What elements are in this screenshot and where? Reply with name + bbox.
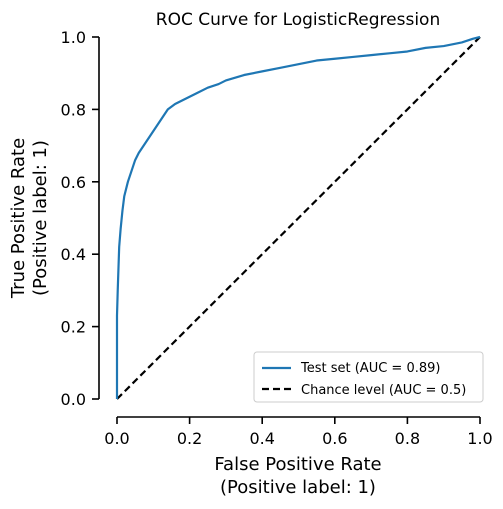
series-line-chance-level [116, 36, 481, 400]
x-tick-label: 0.2 [177, 429, 202, 448]
y-ticks: 0.0 0.2 0.4 0.6 0.8 1.0 [61, 28, 99, 409]
y-tick-label: 0.2 [61, 318, 86, 337]
x-tick-label: 1.0 [467, 429, 492, 448]
legend: Test set (AUC = 0.89) Chance level (AUC … [253, 351, 484, 403]
y-tick-label: 0.6 [61, 173, 86, 192]
legend-label-test-set: Test set (AUC = 0.89) [300, 361, 440, 376]
y-axis-label: True Positive Rate [8, 138, 29, 299]
x-tick-label: 0.4 [249, 429, 274, 448]
x-ticks: 0.0 0.2 0.4 0.6 0.8 1.0 [104, 417, 493, 448]
x-tick-label: 0.8 [395, 429, 420, 448]
plot-lines [115, 35, 481, 400]
x-tick-label: 0.0 [104, 429, 129, 448]
x-axis-label-sub: (Positive label: 1) [220, 477, 376, 498]
y-tick-label: 1.0 [61, 28, 86, 47]
y-axis-label-sub: (Positive label: 1) [30, 140, 51, 296]
y-tick-label: 0.4 [61, 245, 86, 264]
legend-box [253, 351, 484, 403]
y-tick-label: 0.0 [61, 390, 86, 409]
y-axis-label-group: True Positive Rate (Positive label: 1) [8, 138, 51, 299]
chart-title: ROC Curve for LogisticRegression [156, 10, 440, 30]
x-tick-label: 0.6 [322, 429, 347, 448]
series-line-test-set [115, 35, 481, 399]
legend-label-chance-level: Chance level (AUC = 0.5) [301, 383, 466, 398]
y-tick-label: 0.8 [61, 100, 86, 119]
x-axis-label: False Positive Rate [214, 454, 381, 475]
